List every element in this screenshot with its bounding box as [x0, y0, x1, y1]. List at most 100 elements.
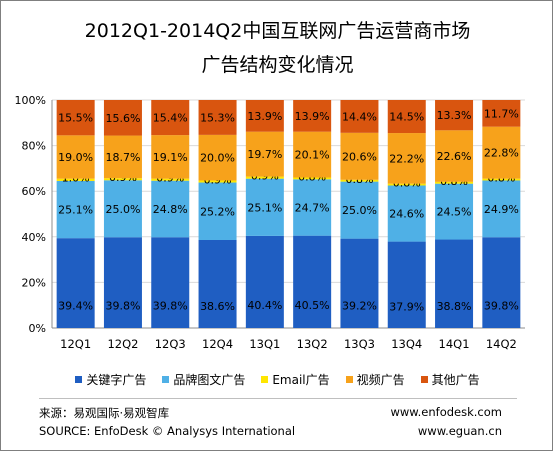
bar-segment [245, 178, 284, 236]
x-tick-label: 12Q4 [202, 337, 233, 351]
bar-segment [198, 239, 237, 328]
data-label: 25.0% [105, 203, 140, 216]
bar-segment [56, 100, 95, 136]
legend-item: 其他广告 [420, 371, 480, 388]
y-tick-label: 60% [22, 185, 46, 198]
data-label: 39.2% [342, 300, 377, 313]
legend-swatch [420, 376, 428, 383]
data-label: 13.3% [437, 109, 472, 122]
bar-segment [387, 183, 426, 186]
bar-segment [482, 178, 521, 181]
bar-segment [245, 131, 284, 177]
bar-segment [103, 180, 142, 238]
legend-label: 品牌图文广告 [173, 373, 246, 387]
y-tick-label: 100% [15, 94, 46, 107]
url-enfodesk: www.enfodesk.com [390, 405, 502, 419]
legend-label: Email广告 [272, 373, 330, 387]
data-label: 19.7% [247, 148, 282, 161]
bar-segment [151, 237, 190, 328]
data-label: 20.0% [200, 152, 235, 165]
data-label: 24.7% [295, 202, 330, 215]
data-label: 22.8% [484, 147, 519, 160]
legend-swatch [162, 376, 170, 383]
legend-label: 视频广告 [356, 373, 405, 387]
bar-segment [245, 176, 284, 179]
x-tick-label: 12Q3 [155, 337, 186, 351]
source-cn: 来源：易观国际·易观智库 [39, 406, 170, 420]
x-tick-label: 14Q2 [486, 337, 517, 351]
bar-segment [56, 135, 95, 179]
bar-segment [435, 183, 474, 240]
legend-swatch [261, 376, 269, 383]
bar-segment [151, 100, 190, 136]
data-label: 25.1% [58, 204, 93, 217]
data-label: 39.8% [105, 299, 140, 312]
x-tick-label: 13Q1 [249, 337, 280, 351]
url-eguan: www.eguan.cn [417, 424, 502, 438]
legend-item: Email广告 [261, 371, 330, 388]
data-label: 37.9% [389, 300, 424, 313]
bar-segment [340, 100, 379, 133]
bar-segment [293, 100, 332, 132]
bar-segment [482, 126, 521, 179]
bar-segment [103, 237, 142, 328]
data-label: 25.0% [342, 204, 377, 217]
x-tick-label: 12Q1 [60, 337, 91, 351]
y-tick-label: 40% [22, 231, 46, 244]
data-label: 13.9% [247, 110, 282, 123]
data-label: 24.9% [484, 203, 519, 216]
legend-item: 品牌图文广告 [162, 371, 245, 388]
bar-segment [198, 180, 237, 183]
bar-segment [293, 235, 332, 328]
bar-segment [340, 179, 379, 182]
data-label: 25.1% [247, 201, 282, 214]
bar-segment [387, 241, 426, 328]
bar-segment [340, 181, 379, 239]
bar-segment [151, 135, 190, 179]
bar-segment [482, 237, 521, 328]
bar-segment [103, 178, 142, 181]
bar-segment [387, 185, 426, 242]
data-label: 19.0% [58, 151, 93, 164]
data-label: 39.4% [58, 300, 93, 313]
y-tick-label: 20% [22, 276, 46, 289]
data-label: 14.5% [389, 111, 424, 124]
source-en: SOURCE: EnfoDesk © Analysys Internationa… [39, 424, 296, 438]
data-label: 15.5% [58, 112, 93, 125]
chart-legend: 关键字广告 品牌图文广告 Email广告 视频广告 其他广告 [1, 371, 553, 388]
bar-segment [387, 133, 426, 184]
x-tick-label: 14Q1 [439, 337, 470, 351]
chart-title-line2: 广告结构变化情况 [201, 54, 354, 76]
data-label: 24.8% [153, 203, 188, 216]
data-label: 15.3% [200, 111, 235, 124]
data-label: 38.6% [200, 300, 235, 313]
data-label: 20.1% [295, 149, 330, 162]
bar-segment [387, 100, 426, 134]
data-label: 13.9% [295, 110, 330, 123]
bar-segment [435, 130, 474, 182]
bar-segment [151, 178, 190, 181]
data-label: 15.4% [153, 112, 188, 125]
bar-segment [151, 180, 190, 238]
bar-segment [482, 180, 521, 238]
bar-segment [293, 131, 332, 178]
bar-segment [56, 180, 95, 239]
data-label: 20.6% [342, 150, 377, 163]
bar-segment [198, 134, 237, 181]
chart-title-line1: 2012Q1-2014Q2中国互联网广告运营商市场 [84, 20, 471, 42]
stacked-bar-chart: 0%20%40%60%80%100%39.4%25.1%1.0%19.0%15.… [15, 94, 525, 351]
legend-swatch [75, 376, 83, 383]
data-label: 14.4% [342, 110, 377, 123]
data-label: 19.1% [153, 151, 188, 164]
bar-segment [198, 182, 237, 240]
x-tick-label: 13Q4 [391, 337, 422, 351]
bar-segment [293, 179, 332, 236]
data-label: 15.6% [105, 112, 140, 125]
footer-divider [39, 398, 517, 399]
data-label: 18.7% [105, 151, 140, 164]
data-label: 22.2% [389, 152, 424, 165]
legend-label: 其他广告 [431, 373, 480, 387]
y-tick-label: 80% [22, 140, 46, 153]
bar-segment [482, 100, 521, 127]
